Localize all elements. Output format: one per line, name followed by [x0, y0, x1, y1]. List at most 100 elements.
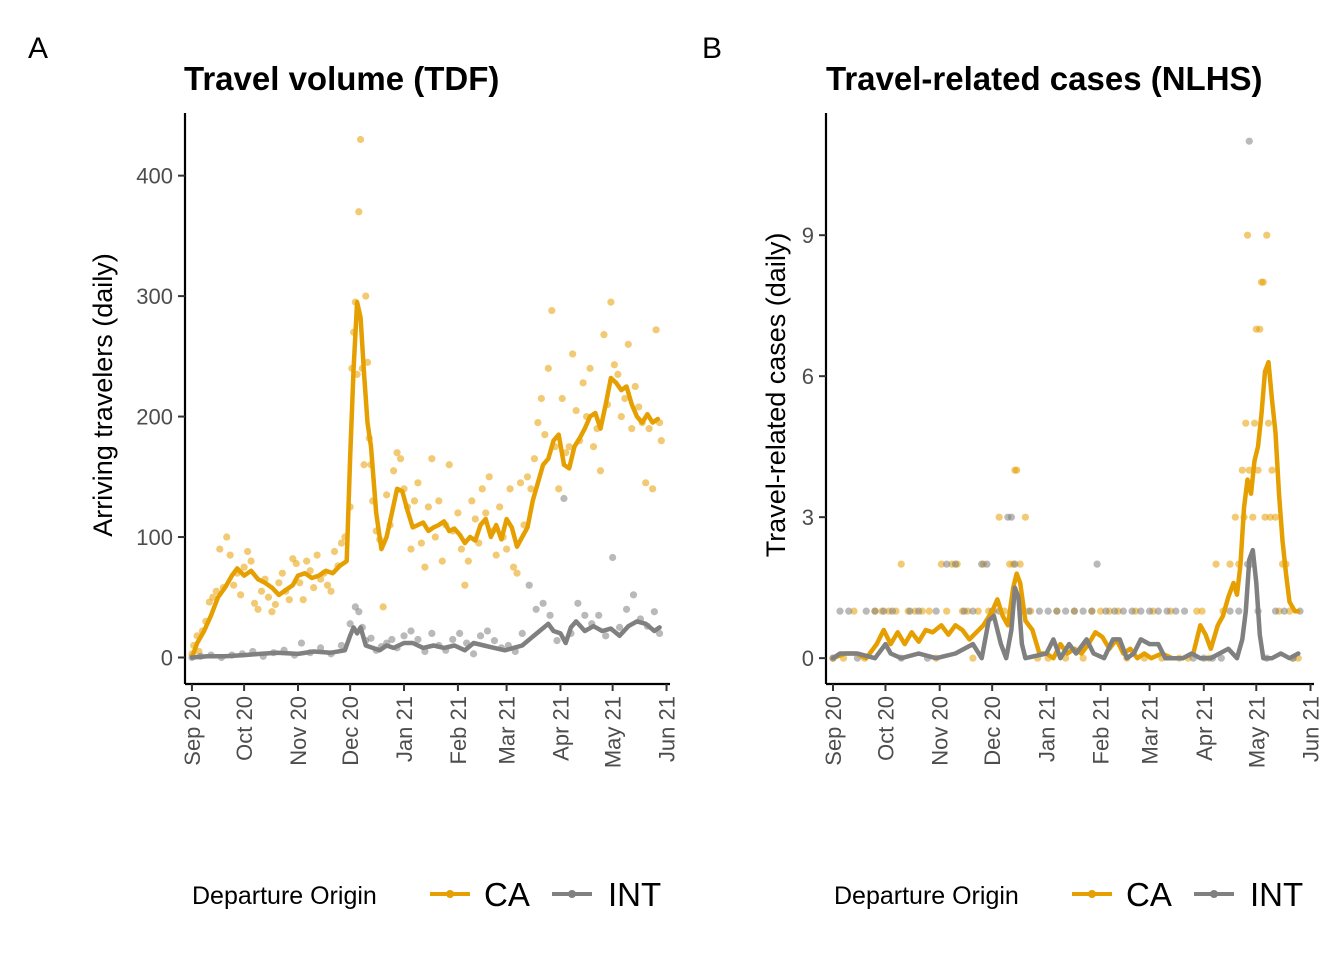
- panel-a-point-ca: [421, 563, 429, 571]
- panel-a-x-tick-label: May 21: [601, 696, 626, 768]
- panel-a-point-ca: [310, 584, 318, 592]
- panel-a-point-int: [456, 629, 464, 638]
- panel-a-point-int: [518, 629, 526, 638]
- panel-a-x-tick-label: Feb 21: [446, 696, 471, 765]
- panel-a-point-ca: [240, 563, 248, 571]
- panel-a-point-int: [414, 635, 422, 644]
- panel-b-point-int: [1280, 607, 1288, 615]
- panel-b-point-int: [983, 560, 991, 568]
- panel-b-point-int: [1011, 560, 1019, 568]
- panel-a-point-int: [602, 632, 610, 640]
- panel-b-point-int: [1102, 607, 1110, 615]
- panel-a-point-int: [650, 608, 658, 616]
- panel-b-point-ca: [995, 513, 1003, 521]
- panel-b-y-axis-label: Travel-related cases (daily): [761, 233, 791, 558]
- panel-a-point-ca: [396, 455, 405, 463]
- panel-b-point-ca: [1238, 466, 1246, 474]
- panel-a-point-ca: [471, 515, 479, 523]
- panel-a-point-ca: [330, 547, 339, 556]
- panel-b-point-int: [1088, 607, 1096, 615]
- panel-a-point-ca: [264, 593, 273, 601]
- panel-b-point-ca: [1021, 513, 1029, 521]
- panel-b-tag: B: [702, 32, 722, 65]
- panel-a-point-ca: [541, 431, 549, 439]
- panel-a-point-ca: [657, 437, 665, 445]
- panel-b-point-ca: [1097, 607, 1105, 615]
- panel-b-point-ca: [1268, 466, 1276, 474]
- panel-a-point-int: [553, 637, 561, 645]
- panel-b-point-ca: [1261, 513, 1269, 521]
- panel-a-point-ca: [209, 593, 217, 601]
- panel-b-point-ca: [1226, 560, 1234, 568]
- panel-a-point-int: [388, 635, 396, 644]
- panel-b-legend: Departure Origin CA INT: [834, 876, 1303, 913]
- panel-a-point-ca: [212, 587, 220, 595]
- panel-b-point-int: [880, 607, 888, 615]
- panel-a-y-tick-label: 100: [136, 525, 173, 550]
- panel-b-point-ca: [1242, 419, 1250, 427]
- panel-b-point-ca: [1212, 560, 1220, 568]
- panel-a-point-int: [490, 637, 499, 645]
- panel-a-point-ca: [610, 361, 618, 369]
- panel-a-point-ca: [516, 479, 525, 487]
- panel-a-x-tick-label: Jun 21: [655, 696, 680, 762]
- panel-a-point-ca: [624, 340, 632, 348]
- panel-a-point-int: [367, 634, 375, 642]
- panel-b-point-int: [1093, 560, 1101, 568]
- panel-b-legend-int-dot: [1210, 890, 1218, 898]
- panel-b-point-ca: [1193, 607, 1201, 615]
- panel-b-x-tick-label: Oct 20: [873, 696, 898, 761]
- panel-b-point-ca: [974, 607, 982, 615]
- panel-b-point-int: [1025, 607, 1033, 615]
- panel-a-point-ca: [502, 545, 511, 553]
- panel-b-point-int: [1111, 607, 1119, 615]
- panel-b-point-int: [1137, 607, 1145, 615]
- panel-b-point-ca: [897, 560, 905, 568]
- panel-b: B Travel-related cases (NLHS) Travel-rel…: [702, 32, 1324, 913]
- panel-b-point-ca: [1079, 654, 1087, 662]
- panel-b-y-tick-label: 6: [802, 364, 814, 389]
- panel-b-point-int: [1070, 607, 1078, 615]
- panel-b-point-ca: [1013, 466, 1021, 474]
- panel-b-point-ca: [1254, 466, 1262, 474]
- panel-a-point-ca: [485, 473, 493, 481]
- panel-a-x-tick-label: Oct 20: [232, 696, 257, 761]
- panel-a-point-ca: [424, 503, 432, 511]
- panel-a-point-ca: [579, 379, 587, 387]
- panel-b-point-int: [1180, 607, 1189, 615]
- panel-a-points-int: [188, 494, 664, 662]
- panel-a-point-int: [525, 581, 533, 589]
- panel-a-point-ca: [607, 298, 615, 306]
- panel-a-point-ca: [544, 364, 552, 372]
- panel-a-point-ca: [642, 479, 650, 487]
- panel-a-point-ca: [362, 292, 370, 300]
- panel-a-point-int: [346, 620, 354, 628]
- panel-b-point-int: [845, 607, 853, 615]
- panel-a-point-ca: [628, 425, 636, 433]
- panel-a-point-ca: [506, 485, 514, 493]
- panel-a-point-ca: [621, 394, 629, 403]
- panel-b-point-int: [951, 560, 960, 568]
- panel-a-point-ca: [454, 509, 462, 517]
- panel-a-point-ca: [565, 443, 573, 451]
- panel-b-point-int: [888, 607, 897, 615]
- panel-a-point-ca: [306, 567, 314, 575]
- panel-b-point-ca: [1243, 231, 1252, 239]
- panel-b-point-int: [1154, 607, 1162, 615]
- panel-a-point-ca: [438, 557, 446, 565]
- panel-a-x-tick-label: Jan 21: [392, 696, 417, 762]
- panel-a-x-tick-label: Sep 20: [180, 696, 205, 766]
- panel-a-point-ca: [600, 331, 608, 339]
- panel-b-point-ca: [1250, 419, 1259, 427]
- panel-a-x-tick-label: Dec 20: [338, 696, 363, 766]
- panel-b-point-int: [1007, 513, 1016, 521]
- panel-a-point-ca: [572, 406, 580, 415]
- panel-b-legend-ca-dot: [1088, 890, 1096, 898]
- panel-b-point-int: [1235, 607, 1243, 615]
- panel-a-point-ca: [589, 443, 598, 451]
- panel-a-y-axis-label: Arriving travelers (daily): [88, 253, 118, 537]
- panel-a-point-int: [622, 605, 631, 613]
- panel-a-point-ca: [363, 358, 372, 366]
- panel-b-point-int: [1079, 607, 1087, 615]
